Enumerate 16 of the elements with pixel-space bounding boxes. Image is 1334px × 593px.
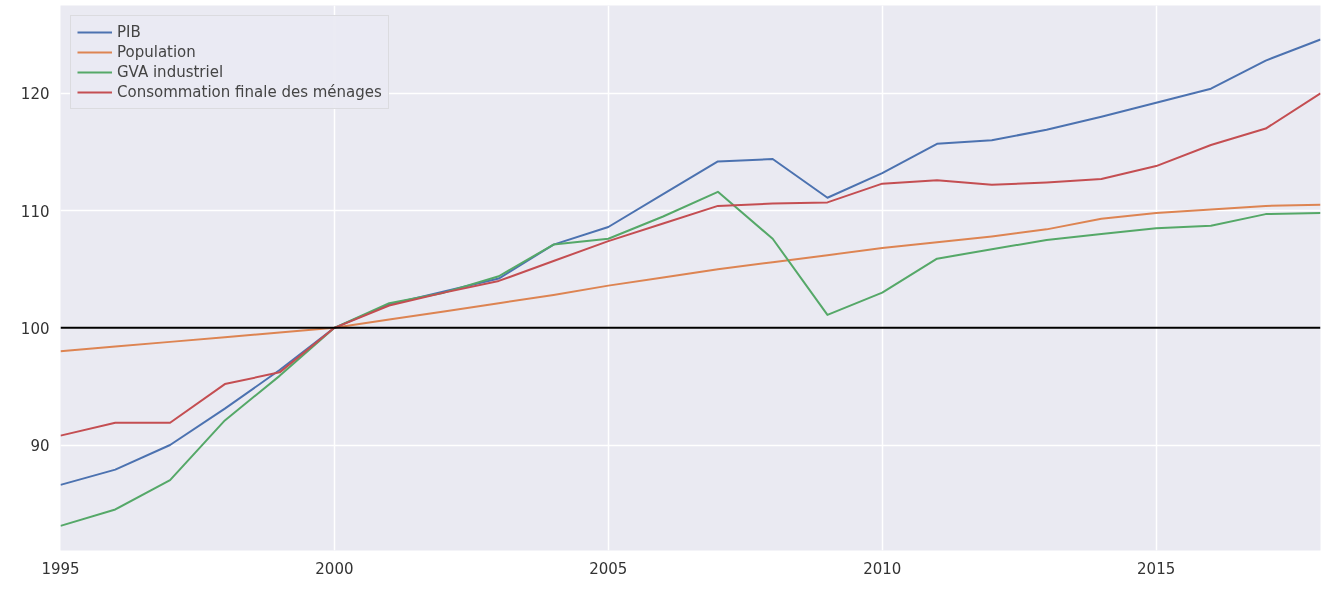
x-tick-label: 1995	[41, 559, 80, 578]
x-tick-label: 2005	[589, 559, 628, 578]
x-tick-label: 2010	[863, 559, 902, 578]
legend-label: Population	[117, 43, 196, 61]
y-tick-label: 110	[20, 202, 50, 221]
line-series	[60, 38, 1321, 486]
legend-label: PIB	[117, 23, 141, 41]
line-series	[60, 203, 1321, 353]
legend-label: Consommation finale des ménages	[117, 83, 382, 101]
y-tick-label: 90	[30, 437, 50, 456]
x-tick-label: 2015	[1137, 559, 1176, 578]
legend-label: GVA industriel	[117, 63, 224, 81]
x-tick-label: 2000	[315, 559, 354, 578]
line-series	[60, 190, 1321, 527]
y-tick-label: 100	[20, 319, 50, 338]
y-tick-label: 120	[20, 85, 50, 104]
